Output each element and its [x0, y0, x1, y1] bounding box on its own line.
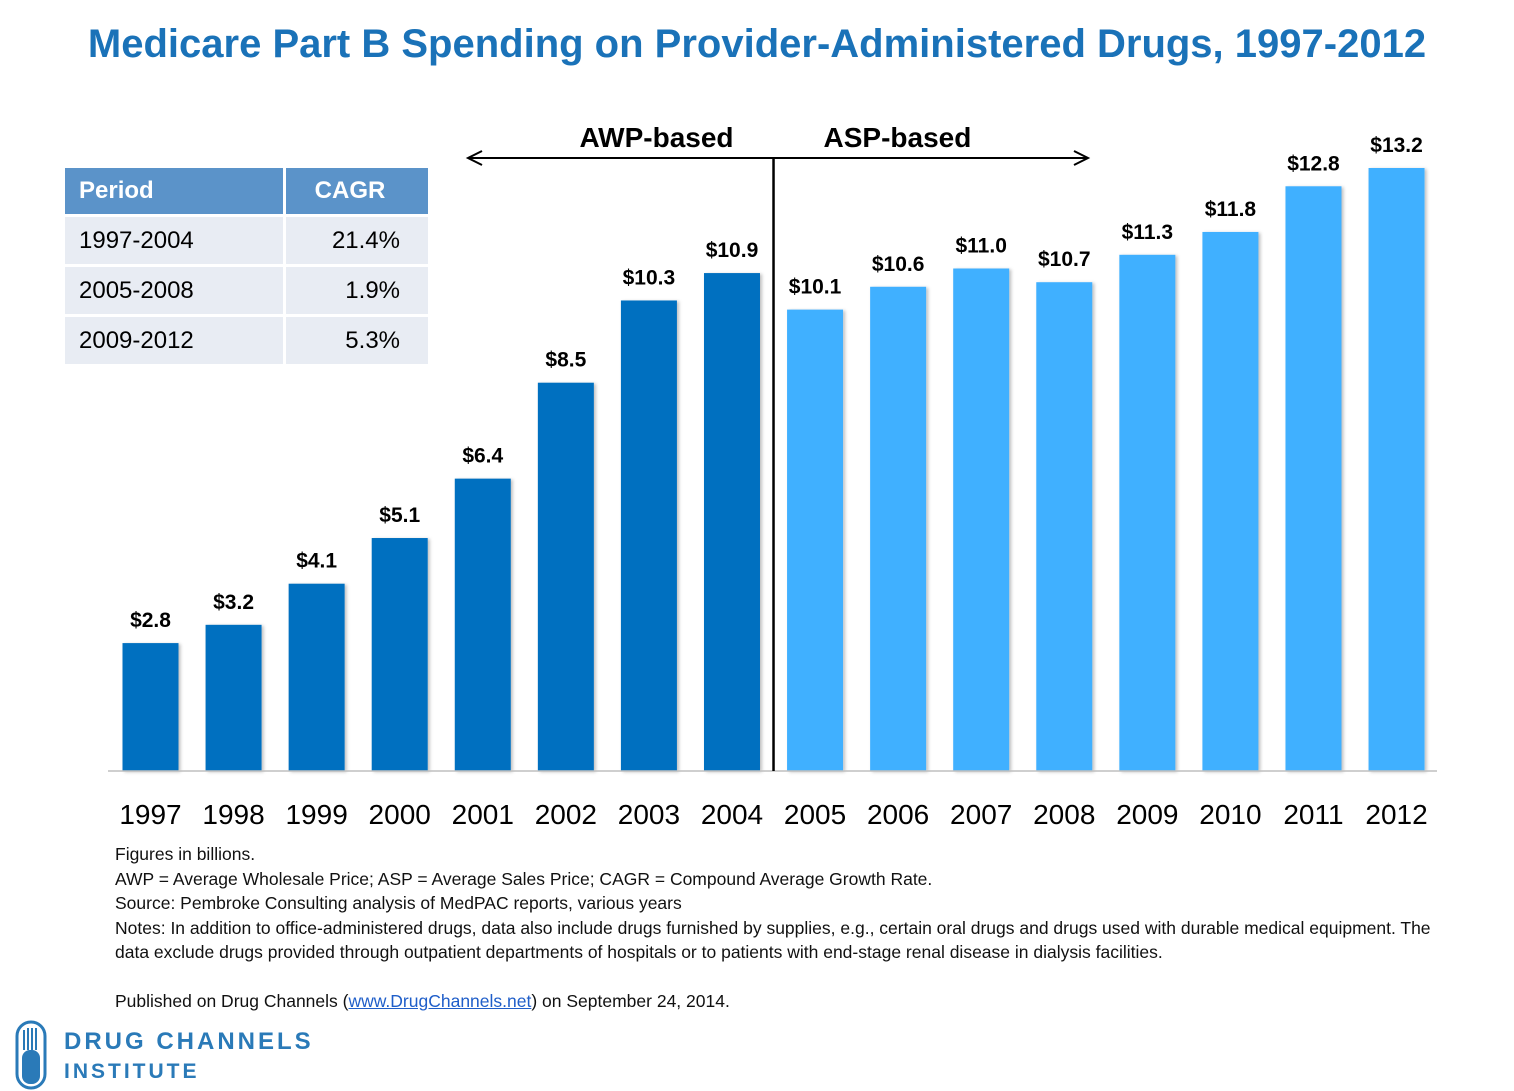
bar-2009 — [1119, 254, 1176, 771]
bar-1998 — [205, 624, 262, 771]
x-tick-label: 2005 — [784, 799, 846, 830]
bar-value-label: $8.5 — [545, 349, 586, 372]
x-tick-label: 2011 — [1283, 799, 1343, 830]
table-cell-cagr: 1.9% — [286, 264, 428, 314]
bar-value-label: $6.4 — [462, 445, 503, 468]
bar-value-label: $12.8 — [1287, 152, 1340, 175]
x-tick-label: 1999 — [285, 799, 347, 830]
drugchannels-link[interactable]: www.DrugChannels.net — [348, 990, 532, 1011]
cagr-table: Period CAGR 1997-2004 21.4% 2005-2008 1.… — [65, 168, 428, 364]
bar-value-label: $11.0 — [955, 235, 1006, 258]
x-tick-label: 2003 — [618, 799, 680, 830]
bar-2001 — [454, 478, 511, 771]
x-tick-label: 1997 — [119, 799, 181, 830]
arrow-right-icon — [1073, 150, 1091, 166]
bar-value-label: $10.3 — [623, 266, 676, 289]
table-row: 2009-2012 5.3% — [65, 314, 428, 364]
bar-value-label: $10.9 — [706, 239, 759, 262]
x-tick-label: 2001 — [452, 799, 514, 830]
bar-2006 — [870, 286, 927, 771]
x-tick-label: 2009 — [1116, 799, 1178, 830]
chart-title: Medicare Part B Spending on Provider-Adm… — [87, 22, 1427, 66]
bar-value-label: $11.8 — [1205, 198, 1257, 221]
bar-2003 — [620, 300, 677, 771]
bar-value-label: $5.1 — [379, 504, 420, 527]
x-tick-label: 2008 — [1033, 799, 1095, 830]
note-published: Published on Drug Channels (www.DrugChan… — [115, 989, 1435, 1014]
x-tick-label: 2010 — [1199, 799, 1261, 830]
capsule-icon — [15, 1020, 47, 1090]
x-tick-label: 2004 — [701, 799, 763, 830]
bar-chart: $2.8 1997 $3.2 1998 $4.1 1999 $5.1 2000 $6.4 2001… — [108, 122, 1437, 830]
table-cell-period: 2009-2012 — [65, 314, 286, 364]
bar-2002 — [537, 382, 594, 771]
bar-value-label: $10.6 — [872, 253, 925, 276]
bar-2011 — [1285, 186, 1342, 772]
table-header-period: Period — [65, 168, 286, 214]
bar-value-label: $3.2 — [213, 591, 254, 614]
arrow-left-icon — [465, 150, 483, 166]
bar-value-label: $2.8 — [130, 609, 171, 632]
bar-2007 — [953, 268, 1010, 771]
table-cell-cagr: 5.3% — [286, 314, 428, 364]
bar-value-label: $10.7 — [1038, 248, 1091, 271]
logo-text-line1: DRUG CHANNELS — [64, 1028, 314, 1055]
bar-value-label: $13.2 — [1370, 134, 1423, 157]
logo-text-line2: INSTITUTE — [64, 1060, 200, 1083]
bar-value-label: $11.3 — [1122, 221, 1173, 244]
bar-2008 — [1036, 282, 1093, 771]
asp-based-label: ASP-based — [824, 122, 972, 153]
table-cell-period: 2005-2008 — [65, 264, 286, 314]
table-cell-cagr: 21.4% — [286, 214, 428, 264]
bar-2012 — [1368, 168, 1425, 771]
table-header-cagr: CAGR — [286, 168, 428, 214]
note-source: Source: Pembroke Consulting analysis of … — [115, 893, 682, 913]
table-header-row: Period CAGR — [65, 168, 428, 214]
awp-based-label: AWP-based — [579, 122, 733, 153]
bar-1999 — [288, 583, 345, 771]
note-abbreviations: AWP = Average Wholesale Price; ASP = Ave… — [115, 868, 933, 889]
note-details: Notes: In addition to office-administere… — [115, 917, 1431, 963]
drug-channels-logo: DRUG CHANNELS INSTITUTE — [14, 1020, 414, 1090]
table-row: 1997-2004 21.4% — [65, 214, 428, 264]
bar-2005 — [787, 309, 844, 771]
bar-1997 — [122, 643, 179, 771]
table-cell-period: 1997-2004 — [65, 214, 286, 264]
published-suffix: ) on September 24, 2014. — [531, 990, 730, 1011]
note-units: Figures in billions. — [115, 844, 256, 864]
x-tick-label: 2012 — [1365, 799, 1427, 830]
table-row: 2005-2008 1.9% — [65, 264, 428, 314]
published-prefix: Published on Drug Channels ( — [115, 990, 349, 1011]
bar-2004 — [703, 273, 760, 771]
bar-value-label: $10.1 — [789, 276, 842, 299]
x-tick-label: 1998 — [202, 799, 264, 830]
bar-value-label: $4.1 — [296, 550, 337, 573]
x-tick-label: 2000 — [369, 799, 431, 830]
x-tick-label: 2007 — [950, 799, 1012, 830]
bar-2000 — [371, 538, 428, 771]
x-tick-label: 2002 — [535, 799, 597, 830]
footnotes: Figures in billions. AWP = Average Whole… — [115, 842, 1435, 1013]
bar-2010 — [1202, 231, 1259, 772]
x-tick-label: 2006 — [867, 799, 929, 830]
